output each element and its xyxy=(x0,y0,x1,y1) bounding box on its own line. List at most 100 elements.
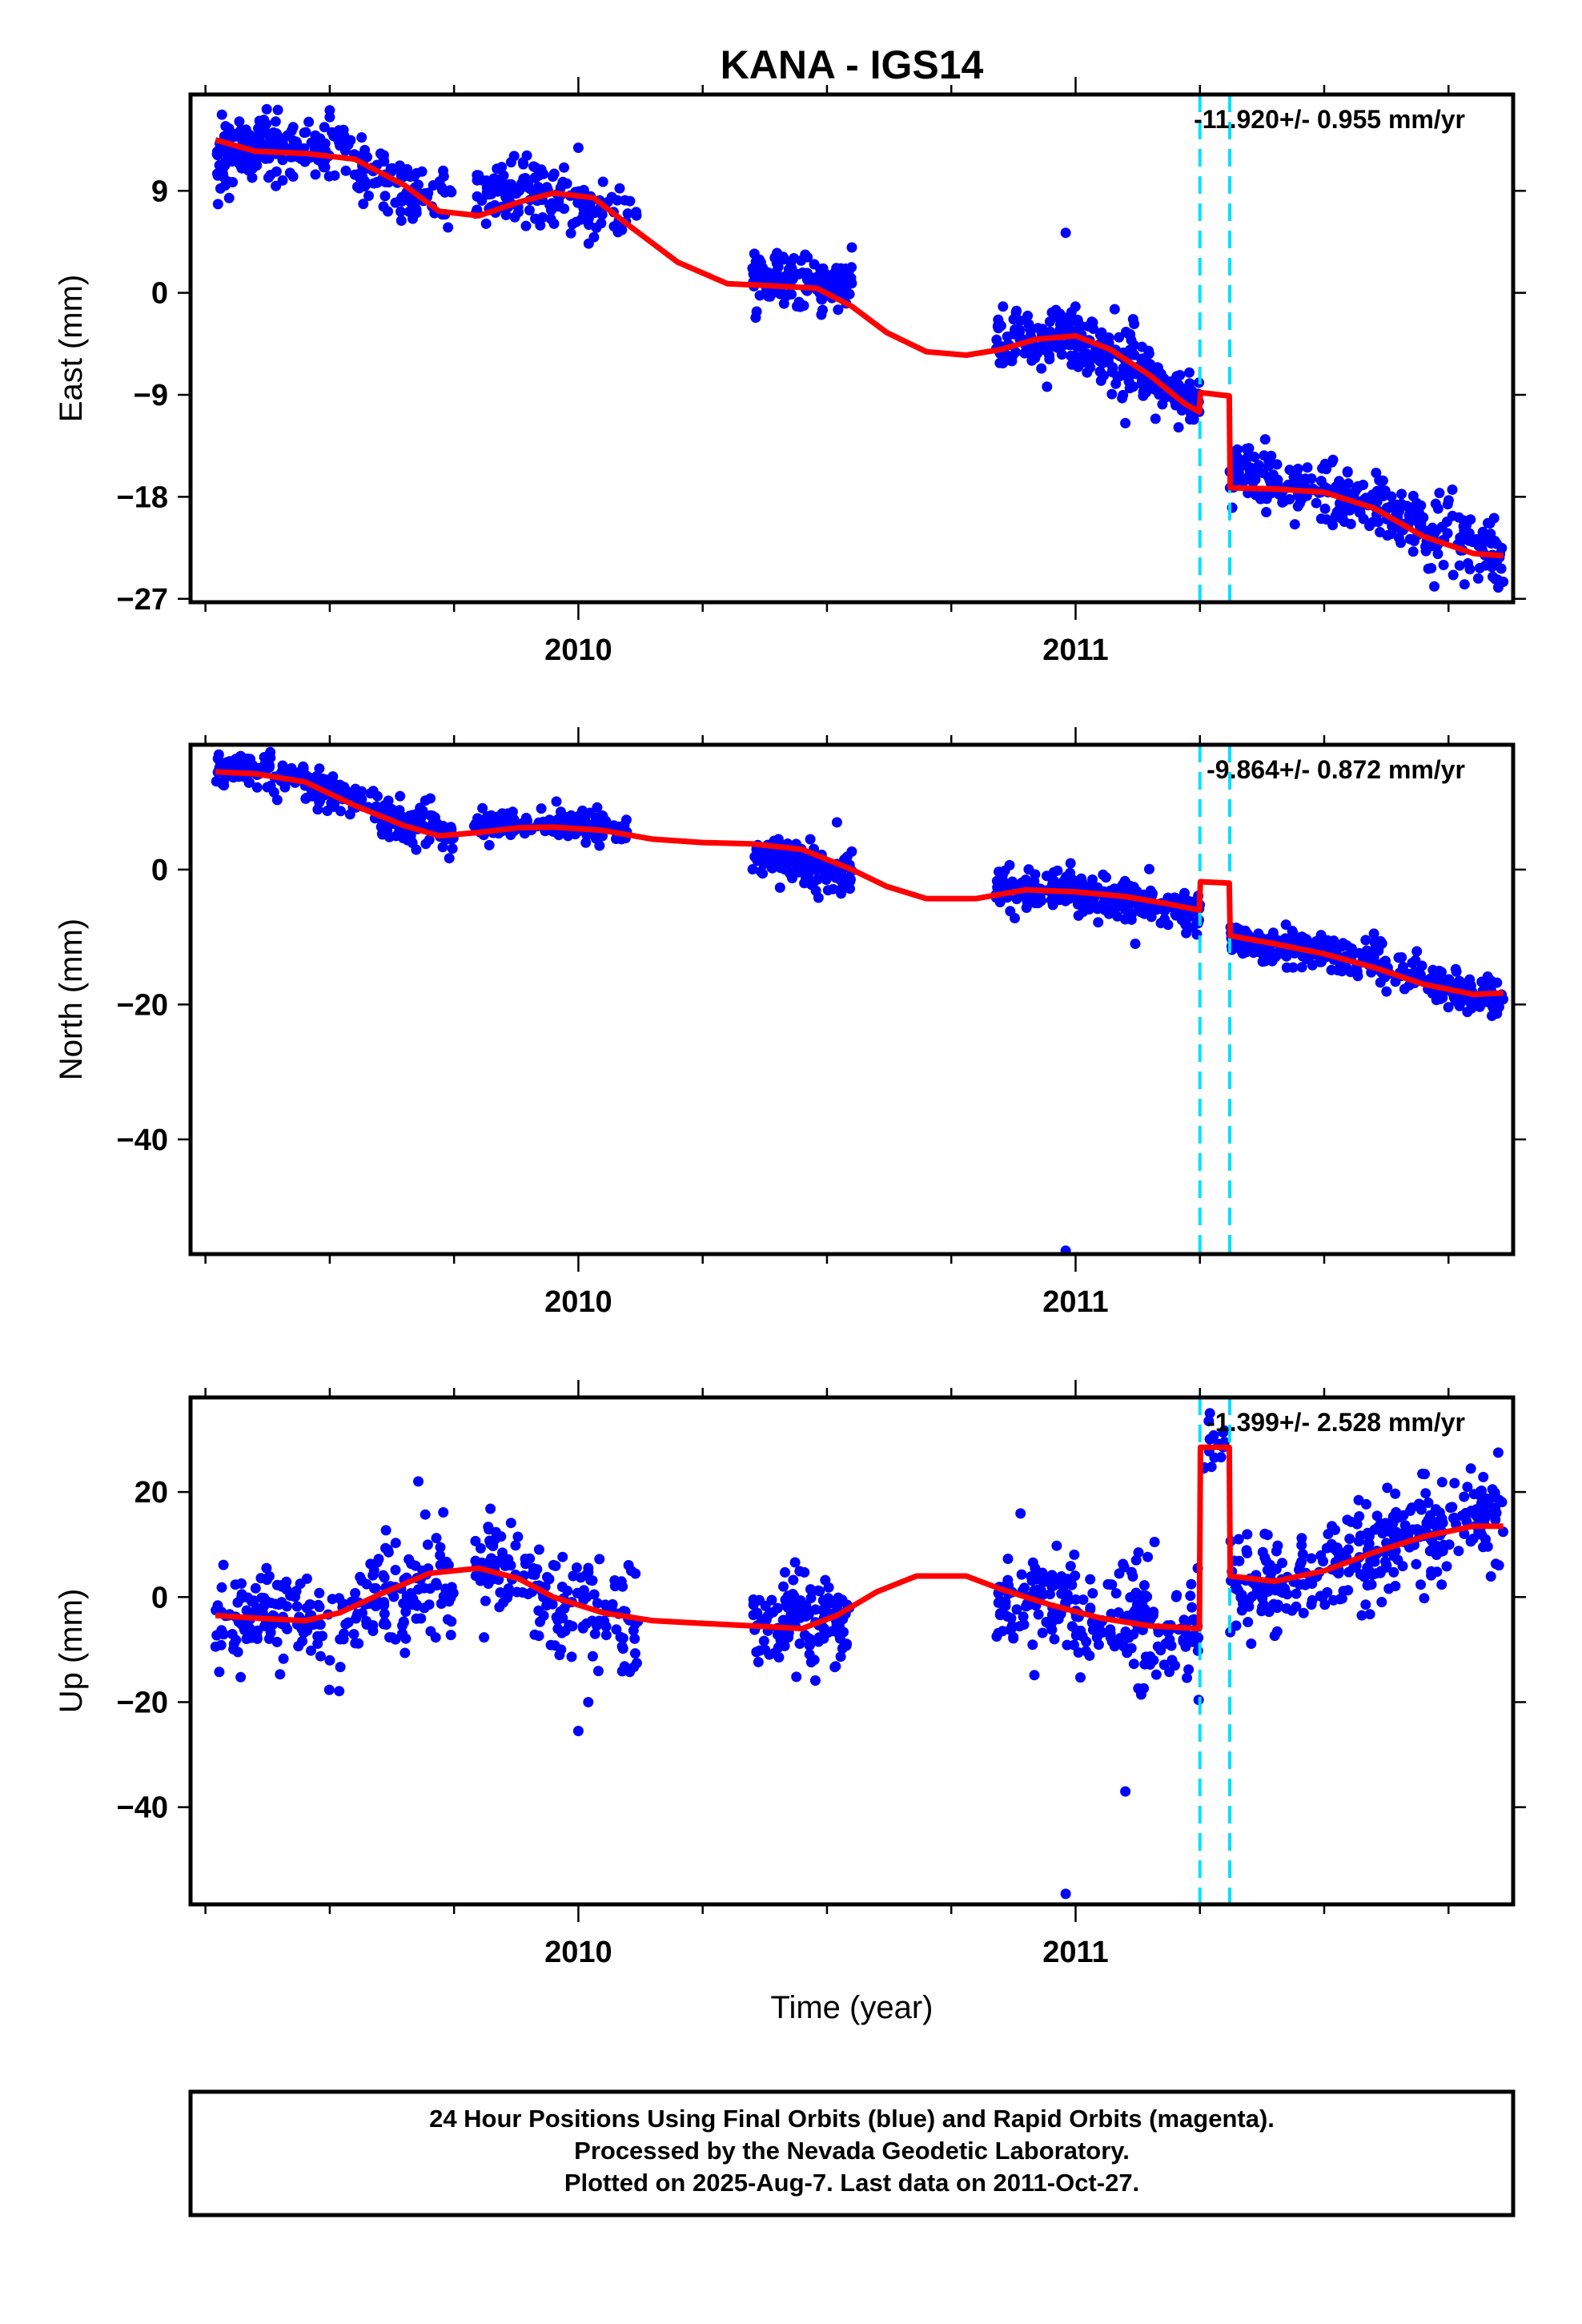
data-point xyxy=(764,1649,775,1660)
data-point xyxy=(1447,569,1459,581)
data-point xyxy=(1464,564,1476,575)
data-point xyxy=(1046,1570,1058,1581)
data-point xyxy=(505,157,516,168)
data-point xyxy=(837,283,848,294)
data-point xyxy=(774,255,785,266)
data-point xyxy=(1075,1672,1086,1683)
data-point xyxy=(284,167,295,179)
data-point xyxy=(831,1618,842,1630)
data-point xyxy=(1302,462,1313,473)
data-point xyxy=(338,1634,349,1645)
data-point xyxy=(630,1568,641,1579)
data-point xyxy=(1465,1536,1476,1547)
data-point xyxy=(1404,502,1415,513)
data-point xyxy=(350,783,361,794)
data-point xyxy=(1215,1452,1227,1463)
data-point xyxy=(260,763,271,774)
data-point xyxy=(1185,1590,1196,1602)
data-point xyxy=(1137,1590,1148,1601)
data-point xyxy=(1496,542,1508,553)
data-point xyxy=(1044,350,1055,361)
data-point xyxy=(1485,1571,1496,1582)
data-point xyxy=(772,1602,783,1614)
data-point xyxy=(380,1525,391,1536)
data-point xyxy=(1145,885,1156,896)
data-point xyxy=(774,882,785,893)
data-point xyxy=(1455,997,1466,1008)
data-point xyxy=(323,171,335,182)
data-point xyxy=(597,176,608,187)
data-point xyxy=(1152,364,1163,376)
data-point xyxy=(250,1582,261,1594)
data-point xyxy=(390,1538,401,1549)
data-point xyxy=(1218,1427,1229,1438)
data-point xyxy=(483,1578,494,1589)
data-point xyxy=(369,1582,379,1594)
data-point xyxy=(1343,1566,1355,1578)
panel-east: 2010 2011 9 0 −9 −18 −27 East (mm) KANA - IGS14 -… xyxy=(54,42,1526,667)
data-point xyxy=(1362,1527,1373,1538)
data-point xyxy=(557,1551,568,1562)
data-point xyxy=(1293,936,1304,947)
data-point xyxy=(1297,1549,1308,1560)
x-tick-label: 2010 xyxy=(544,1936,612,1969)
data-point xyxy=(324,1655,335,1666)
data-point xyxy=(596,218,607,229)
data-point xyxy=(1411,1558,1422,1570)
data-point xyxy=(1176,404,1187,416)
data-point xyxy=(211,776,222,787)
data-point xyxy=(844,288,855,300)
outlier-point xyxy=(1120,417,1131,428)
data-point xyxy=(313,1618,324,1630)
data-point xyxy=(480,1595,491,1606)
data-point xyxy=(1087,317,1098,328)
data-point xyxy=(1396,952,1407,963)
data-point xyxy=(1421,1518,1432,1529)
data-point xyxy=(606,1602,617,1614)
outlier-point xyxy=(831,817,842,828)
data-point xyxy=(1471,1504,1482,1515)
data-point xyxy=(1112,911,1123,922)
data-point xyxy=(1126,335,1137,346)
data-point xyxy=(1382,1482,1393,1494)
data-point xyxy=(1365,1555,1376,1566)
data-point xyxy=(315,1651,326,1662)
data-point xyxy=(837,1594,848,1606)
data-point xyxy=(1267,927,1279,939)
data-point xyxy=(263,172,274,183)
data-point xyxy=(1317,463,1328,474)
data-point xyxy=(430,1632,441,1643)
data-point xyxy=(1476,976,1488,987)
data-point xyxy=(1388,1550,1399,1562)
data-point xyxy=(328,778,339,789)
data-point xyxy=(520,1558,531,1570)
data-point xyxy=(251,1630,263,1642)
data-point xyxy=(1271,1626,1283,1637)
data-point xyxy=(802,251,813,263)
data-point xyxy=(277,155,288,166)
data-point xyxy=(435,1559,446,1570)
data-point xyxy=(436,184,448,195)
data-point xyxy=(385,163,396,175)
data-point xyxy=(1380,955,1391,967)
data-point xyxy=(485,1538,496,1550)
data-point xyxy=(1037,324,1048,335)
data-point xyxy=(1307,959,1318,971)
data-point xyxy=(1192,1645,1203,1656)
data-point xyxy=(1451,966,1462,977)
data-point xyxy=(614,183,625,194)
data-point xyxy=(431,1533,442,1544)
data-point xyxy=(1079,898,1090,909)
data-point xyxy=(1150,1669,1162,1680)
data-point xyxy=(1477,538,1488,549)
data-point xyxy=(1261,493,1272,505)
outlier-point xyxy=(1060,1245,1071,1254)
data-point xyxy=(484,839,495,850)
data-point xyxy=(262,138,273,149)
data-point xyxy=(750,312,761,324)
data-point xyxy=(405,1588,416,1598)
data-point xyxy=(1315,1590,1326,1602)
data-point xyxy=(830,872,841,883)
data-point xyxy=(1257,1546,1268,1558)
data-point xyxy=(1023,895,1034,907)
